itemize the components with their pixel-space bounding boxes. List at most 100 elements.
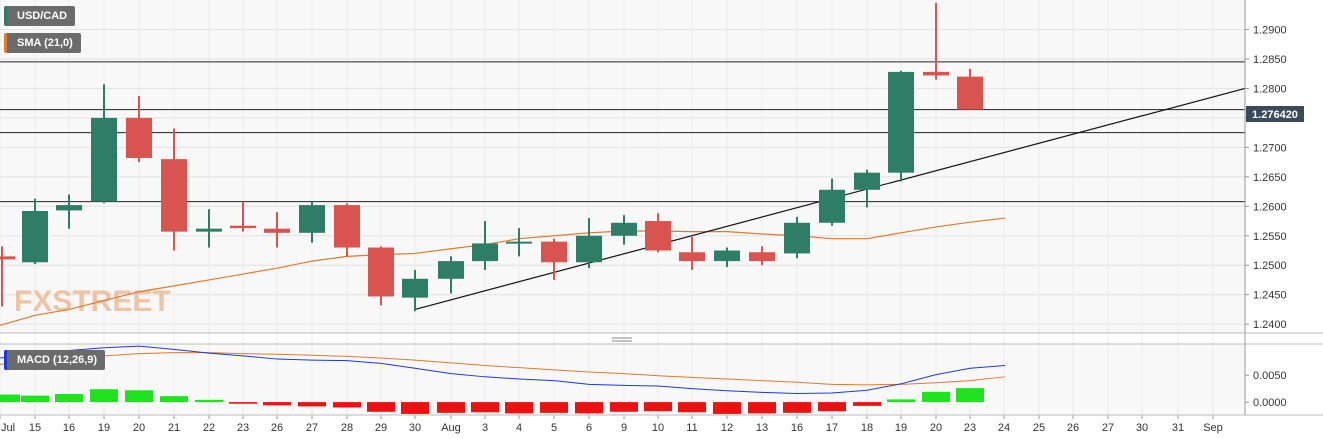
x-tick-label: 30 (1136, 422, 1148, 434)
candle (854, 169, 880, 208)
candle-body (923, 71, 949, 76)
candle-body (334, 205, 360, 248)
macd-histogram-bar (887, 399, 915, 403)
x-tick-label: 27 (1102, 422, 1114, 434)
x-tick-label: 22 (203, 422, 215, 434)
y-tick-label: 1.2600 (1253, 201, 1287, 213)
x-tick-label: 6 (586, 422, 592, 434)
x-tick-label: 17 (826, 422, 838, 434)
candle (714, 247, 740, 267)
candle (923, 2, 949, 80)
candle-body (230, 225, 256, 229)
x-tick-label: 26 (1067, 422, 1079, 434)
macd-histogram-bar (401, 402, 429, 414)
x-tick-label: Jul (1, 422, 15, 434)
macd-histogram-bar (922, 391, 950, 403)
x-tick-label: 3 (482, 422, 488, 434)
candle-body (714, 250, 740, 262)
candle-body (22, 210, 48, 263)
pane-resize-handle[interactable] (612, 337, 632, 342)
candle (749, 246, 775, 266)
x-tick-label: Aug (441, 422, 461, 434)
sma-line (0, 217, 1006, 326)
y-tick-label: 1.2700 (1253, 142, 1287, 154)
x-tick-label: 10 (652, 422, 664, 434)
candle (334, 203, 360, 257)
candle (541, 238, 567, 280)
candle (506, 228, 532, 257)
macd-y-tick-label: 0.0050 (1253, 370, 1287, 382)
candle (472, 221, 498, 270)
y-tick-label: 1.2850 (1253, 54, 1287, 66)
macd-indicator-label[interactable]: MACD (12,26,9) (4, 350, 106, 370)
x-tick-label: 9 (621, 422, 627, 434)
candle (576, 218, 602, 269)
y-tick-label: 1.2500 (1253, 260, 1287, 272)
y-tick-label: 1.2550 (1253, 231, 1287, 243)
macd-histogram-bar (644, 402, 672, 412)
candle-body (126, 117, 152, 158)
sma-indicator-label[interactable]: SMA (21,0) (4, 33, 81, 53)
candle-body (368, 247, 394, 297)
candle-body (264, 228, 290, 233)
x-tick-label: 19 (98, 422, 110, 434)
candle (264, 212, 290, 248)
macd-histogram-bar (748, 402, 776, 414)
candle-body (438, 261, 464, 279)
macd-histogram-bar (471, 402, 499, 413)
y-tick-label: 1.2800 (1253, 83, 1287, 95)
x-tick-label: 12 (721, 422, 733, 434)
candle-body (506, 241, 532, 244)
y-tick-label: 1.2450 (1253, 290, 1287, 302)
candle-body (472, 243, 498, 262)
candle-body (645, 221, 671, 251)
candle (299, 201, 325, 243)
x-tick-label: 11 (686, 422, 697, 434)
x-tick-label: 28 (341, 422, 353, 434)
macd-histogram-bar (298, 402, 326, 407)
candle-body (611, 222, 637, 236)
x-tick-label: 15 (29, 422, 41, 434)
macd-histogram-bar (160, 396, 188, 403)
candle-body (784, 222, 810, 254)
macd-signal-line (0, 352, 1006, 386)
candle (0, 246, 15, 307)
macd-histogram-bar (90, 389, 118, 403)
candle-body (0, 256, 15, 260)
x-tick-label: 21 (168, 422, 180, 434)
candle-body (957, 76, 983, 110)
candle (679, 236, 705, 270)
candle (957, 68, 983, 110)
candle-body (576, 235, 602, 263)
macd-histogram-bar (437, 402, 465, 413)
y-tick-label: 1.2400 (1253, 319, 1287, 331)
candle-body (402, 278, 428, 298)
macd-histogram-bar (956, 388, 984, 403)
macd-histogram-bar (575, 402, 603, 414)
macd-histogram-bar (783, 402, 811, 413)
candle-body (749, 252, 775, 262)
candle (368, 246, 394, 306)
candle (230, 201, 256, 232)
x-tick-label: 5 (551, 422, 557, 434)
candle-body (888, 71, 914, 173)
x-tick-label: 4 (516, 422, 522, 434)
candle (161, 128, 187, 251)
symbol-label[interactable]: USD/CAD (4, 6, 76, 26)
x-tick-label: 13 (756, 422, 768, 434)
macd-histogram-bar (263, 402, 291, 406)
x-tick-label: 29 (375, 422, 387, 434)
macd-histogram-bar (540, 402, 568, 413)
candle (438, 256, 464, 294)
x-tick-label: Sep (1203, 422, 1223, 434)
macd-histogram-bar (678, 402, 706, 413)
candle-body (91, 117, 117, 202)
svg-text:1.276420: 1.276420 (1252, 109, 1298, 121)
candle (402, 269, 428, 312)
x-tick-label: 25 (1033, 422, 1045, 434)
candle (56, 194, 82, 229)
candle (91, 84, 117, 204)
x-tick-label: 18 (861, 422, 873, 434)
